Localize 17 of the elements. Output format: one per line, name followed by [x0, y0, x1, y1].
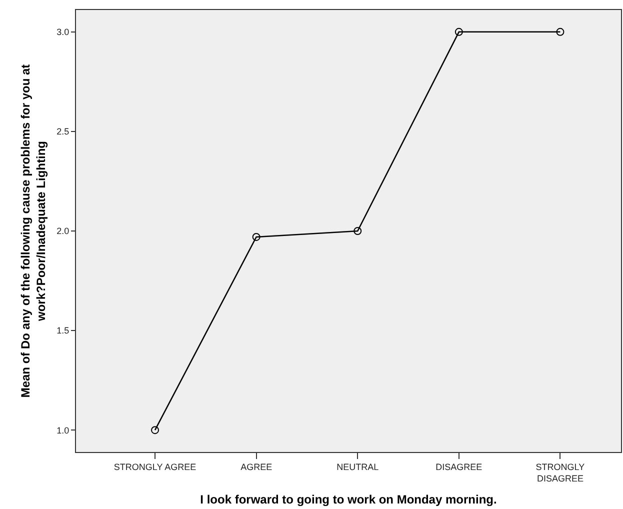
x-tick-label: STRONGLY DISAGREE [536, 462, 585, 484]
point [151, 426, 160, 434]
point [454, 28, 463, 36]
x-tick-label: STRONGLY AGREE [114, 462, 196, 472]
point [252, 232, 260, 241]
y-tick-label: 2.5 [56, 126, 70, 137]
y-tick-label: 2.0 [56, 226, 70, 236]
x-tick-label: DISAGREE [436, 462, 482, 472]
y-tick-label: 1.5 [56, 326, 70, 336]
x-tick-label: AGREE [240, 462, 272, 472]
point [556, 28, 564, 36]
x-axis-title: I look forward to going to work on Monday morning. [200, 492, 497, 506]
y-tick-label: 1.0 [56, 425, 70, 436]
x-tick-label: NEUTRAL [336, 462, 379, 472]
y-tick-label: 3.0 [56, 27, 70, 38]
point [354, 227, 362, 235]
y-axis-title: Mean of Do any of the following cause problems for you at work?Poor/Inadequate Lighting [18, 64, 48, 398]
